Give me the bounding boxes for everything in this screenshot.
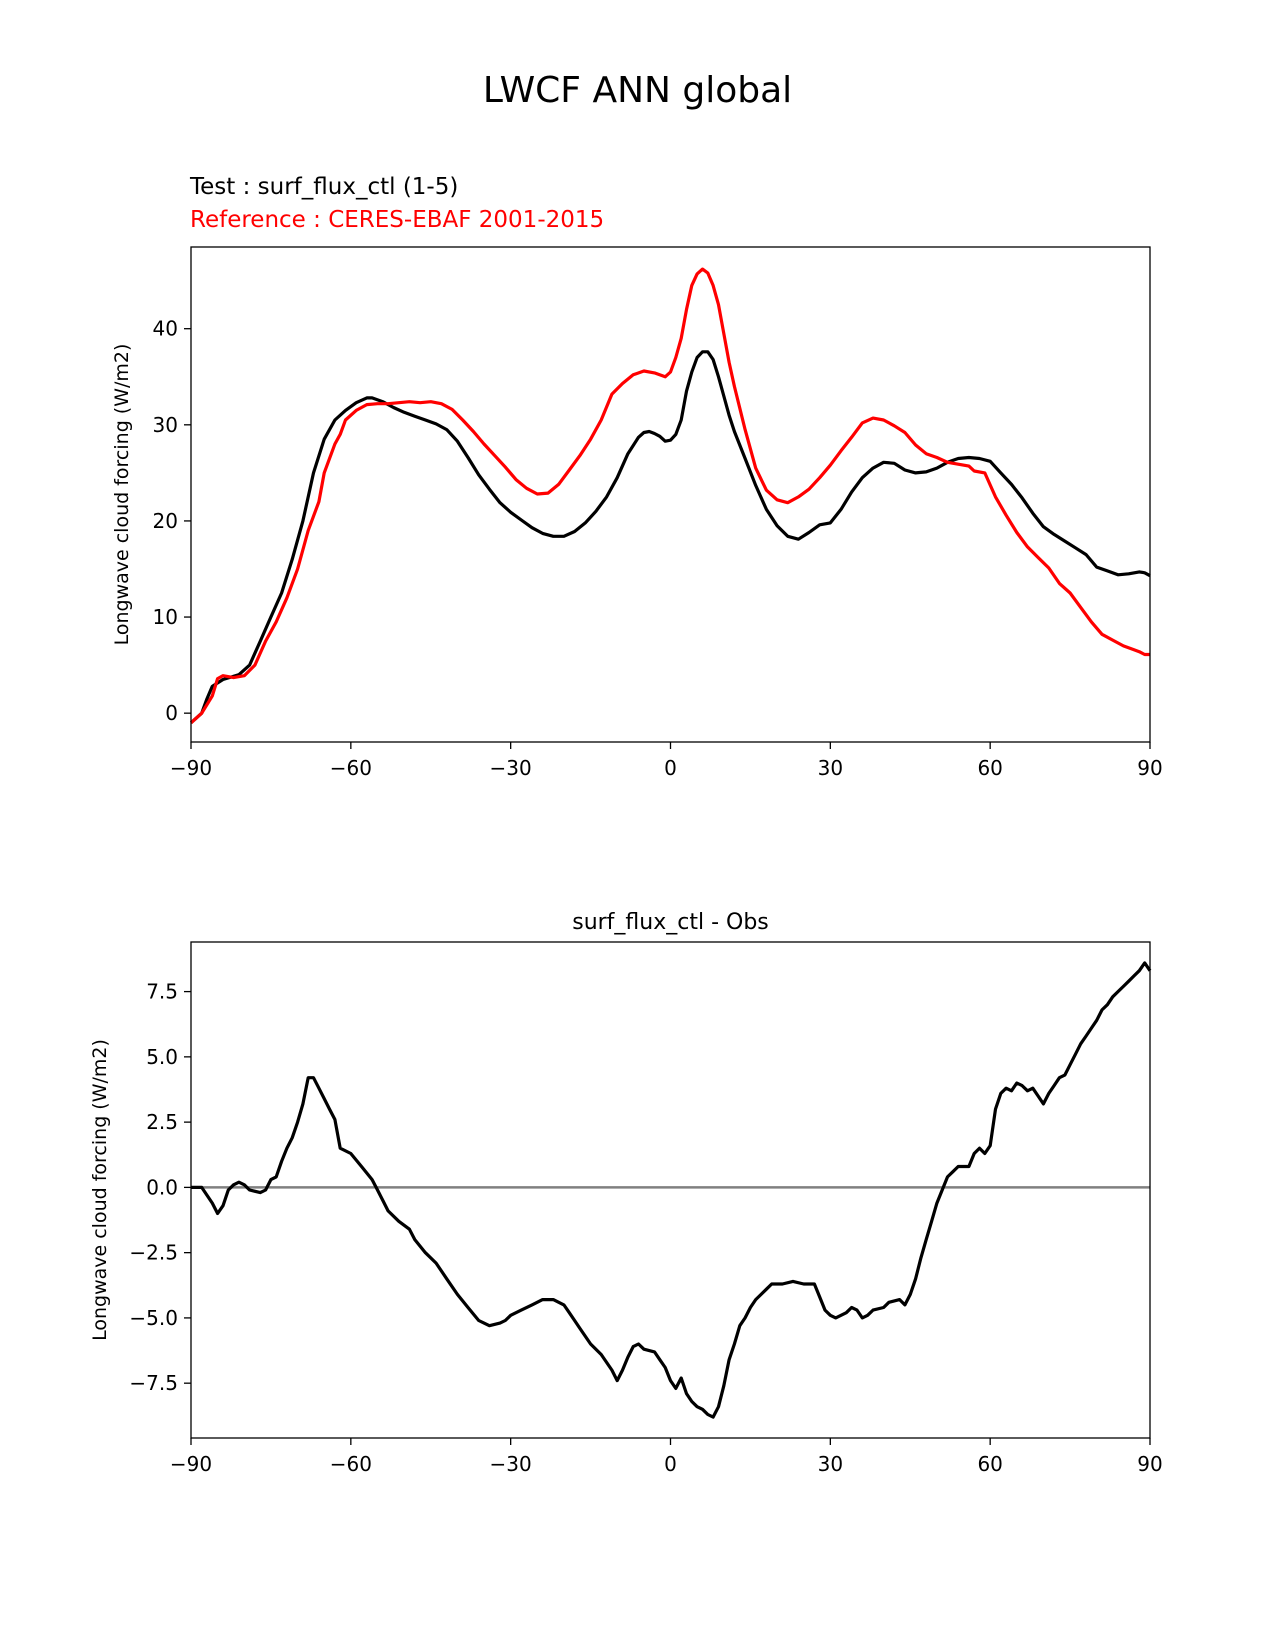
difference-panel: −90 −60 −30 0 30 60 90 −7.5 −5.0 −2.5 0.0 2.5 5.0 7.5… xyxy=(89,910,1163,1476)
x-tick-label: 60 xyxy=(977,756,1002,780)
x-tick-label: −30 xyxy=(490,756,532,780)
y-tick-label: 20 xyxy=(153,509,178,533)
y-tick-label: 0 xyxy=(165,701,178,725)
x-tick-label: 30 xyxy=(818,1452,843,1476)
panel-title: surf_flux_ctl - Obs xyxy=(572,910,769,935)
test-series-line xyxy=(189,350,1151,724)
test-label: Test : surf_flux_ctl (1-5) xyxy=(190,174,459,200)
x-tick-label: −60 xyxy=(330,756,372,780)
y-tick-label: −5.0 xyxy=(129,1306,178,1330)
y-axis-label: Longwave cloud forcing (W/m2) xyxy=(89,1039,111,1341)
y-tick-label: 2.5 xyxy=(146,1110,178,1134)
x-tick-label: −90 xyxy=(170,1452,212,1476)
x-tick-label: 30 xyxy=(818,756,843,780)
top-panel: −90 −60 −30 0 30 60 90 0 10 20 30 40 Longwave cloud … xyxy=(111,246,1163,780)
x-tick-label: 90 xyxy=(1137,1452,1162,1476)
difference-series-line xyxy=(191,961,1152,1419)
y-tick-label: 40 xyxy=(153,317,178,341)
x-tick-label: −60 xyxy=(330,1452,372,1476)
y-tick-label: 10 xyxy=(153,605,178,629)
plot-frame xyxy=(190,941,1151,1439)
y-tick-label: 5.0 xyxy=(146,1045,178,1069)
reference-label: Reference : CERES-EBAF 2001-2015 xyxy=(190,207,605,233)
x-tick-label: 0 xyxy=(664,1452,677,1476)
y-tick-label: 7.5 xyxy=(146,980,178,1004)
y-tick-label: −2.5 xyxy=(129,1241,178,1265)
figure-title: LWCF ANN global xyxy=(482,70,793,111)
x-tick-label: 0 xyxy=(664,756,677,780)
plot-frame xyxy=(190,246,1151,743)
y-tick-label: 30 xyxy=(153,413,178,437)
y-tick-label: 0.0 xyxy=(146,1175,178,1199)
x-tick-label: 60 xyxy=(977,1452,1002,1476)
x-tick-label: 90 xyxy=(1137,756,1162,780)
y-tick-label: −7.5 xyxy=(129,1371,178,1395)
y-axis-label: Longwave cloud forcing (W/m2) xyxy=(111,344,133,646)
x-tick-label: −30 xyxy=(490,1452,532,1476)
reference-series-line xyxy=(189,267,1150,724)
x-tick-label: −90 xyxy=(170,756,212,780)
